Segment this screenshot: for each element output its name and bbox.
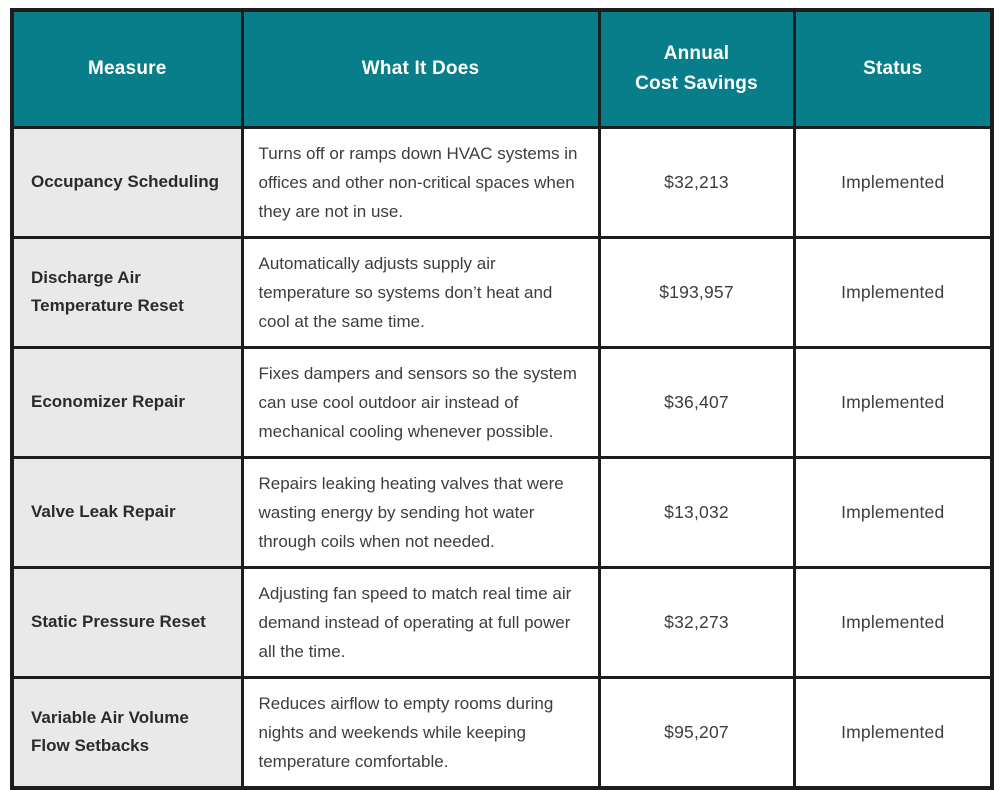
cell-measure: Static Pressure Reset [10, 565, 244, 679]
table-row: Discharge Air Temperature Reset Automati… [10, 235, 994, 349]
cell-description: Fixes dampers and sensors so the system … [240, 345, 601, 459]
table-row: Economizer Repair Fixes dampers and sens… [10, 345, 994, 459]
cell-description: Automatically adjusts supply air tempera… [240, 235, 601, 349]
page: Measure What It Does Annual Cost Savings… [10, 8, 994, 790]
cell-status: Implemented [792, 125, 994, 239]
cell-savings: $13,032 [597, 455, 796, 569]
cell-savings: $95,207 [597, 675, 796, 789]
cell-measure: Discharge Air Temperature Reset [10, 235, 244, 349]
cell-description: Reduces airflow to empty rooms during ni… [240, 675, 601, 789]
table-row: Occupancy Scheduling Turns off or ramps … [10, 125, 994, 239]
header-row: Measure What It Does Annual Cost Savings… [10, 8, 994, 129]
table-row: Static Pressure Reset Adjusting fan spee… [10, 565, 994, 679]
cell-status: Implemented [792, 235, 994, 349]
cell-measure: Variable Air Volume Flow Setbacks [10, 675, 244, 789]
cell-status: Implemented [792, 565, 994, 679]
energy-measures-table: Measure What It Does Annual Cost Savings… [10, 8, 994, 790]
column-header-measure: Measure [10, 8, 244, 129]
cell-description: Repairs leaking heating valves that were… [240, 455, 601, 569]
table-row: Variable Air Volume Flow Setbacks Reduce… [10, 675, 994, 789]
cell-status: Implemented [792, 455, 994, 569]
cell-measure: Occupancy Scheduling [10, 125, 244, 239]
cell-savings: $32,213 [597, 125, 796, 239]
cell-description: Turns off or ramps down HVAC systems in … [240, 125, 601, 239]
column-header-what-it-does: What It Does [240, 8, 601, 129]
cell-status: Implemented [792, 675, 994, 789]
cell-savings: $32,273 [597, 565, 796, 679]
cell-description: Adjusting fan speed to match real time a… [240, 565, 601, 679]
column-header-status: Status [792, 8, 994, 129]
cell-savings: $36,407 [597, 345, 796, 459]
cell-status: Implemented [792, 345, 994, 459]
cell-savings: $193,957 [597, 235, 796, 349]
column-header-annual-cost-savings: Annual Cost Savings [597, 8, 796, 129]
table-row: Valve Leak Repair Repairs leaking heatin… [10, 455, 994, 569]
cell-measure: Economizer Repair [10, 345, 244, 459]
cell-measure: Valve Leak Repair [10, 455, 244, 569]
